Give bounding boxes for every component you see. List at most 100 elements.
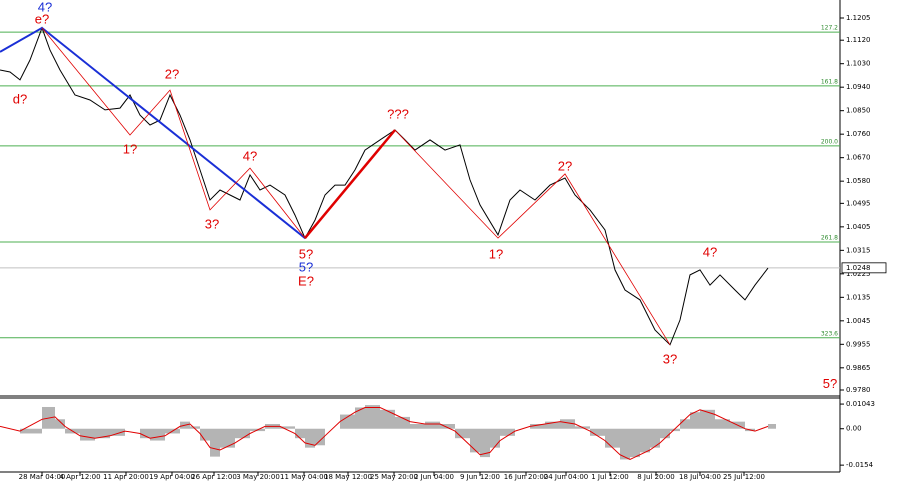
macd-bar: [650, 428, 660, 448]
wave-label: d?: [13, 91, 27, 106]
macd-bar: [55, 419, 65, 429]
macd-bar: [530, 424, 545, 429]
fib-label: 200.0: [821, 138, 838, 145]
macd-bar: [715, 419, 730, 429]
y-tick-label: 1.0045: [846, 317, 871, 325]
macd-bar: [690, 412, 700, 429]
macd-bar: [560, 419, 575, 429]
macd-bar: [380, 409, 395, 429]
wave-label: 5?: [823, 376, 837, 391]
wave-line: [304, 129, 396, 239]
wave-label: 4?: [243, 148, 257, 163]
macd-bar: [605, 428, 620, 448]
macd-bar: [140, 428, 150, 439]
fib-label: 261.8: [821, 234, 838, 241]
x-tick-label: 28 Mar 04:00: [19, 473, 66, 481]
y-tick-label: 1.0760: [846, 130, 871, 138]
wave-label: E?: [298, 273, 314, 288]
macd-bar: [295, 428, 305, 439]
macd-y-tick-label: -0.0154: [846, 461, 874, 469]
y-tick-label: 1.1030: [846, 60, 871, 68]
macd-bar: [700, 409, 715, 429]
fib-label: 161.8: [821, 78, 838, 85]
macd-bar: [440, 424, 455, 429]
y-tick-label: 0.9865: [846, 364, 871, 372]
macd-bar: [490, 428, 500, 448]
x-tick-label: 18 Jul 04:00: [679, 473, 721, 481]
wave-label: 3?: [663, 351, 677, 366]
x-tick-label: 8 Jul 20:00: [637, 473, 675, 481]
macd-bar: [620, 428, 630, 460]
macd-signal: [0, 407, 769, 461]
wave-line: [41, 27, 306, 239]
y-tick-label: 1.0850: [846, 107, 871, 115]
macd-bar: [80, 428, 95, 441]
macd-bar: [768, 424, 776, 429]
x-tick-label: 18 May 12:00: [324, 473, 372, 481]
x-tick-label: 11 Apr 20:00: [103, 473, 149, 481]
macd-bar: [210, 428, 220, 457]
x-tick-label: 11 May 04:00: [280, 473, 328, 481]
macd-bar: [660, 428, 670, 439]
wave-label: ???: [387, 106, 409, 121]
macd-bar: [670, 428, 680, 432]
x-tick-label: 3 May 20:00: [236, 473, 280, 481]
macd-bar: [200, 428, 210, 441]
macd-bar: [480, 428, 490, 458]
macd-bar: [545, 421, 560, 429]
wave-label: 2?: [558, 159, 572, 174]
y-tick-label: 1.0405: [846, 223, 871, 231]
wave-label: 4?: [38, 0, 52, 15]
macd-bar: [315, 428, 325, 446]
last-price-box: [841, 262, 887, 274]
y-tick-label: 1.0580: [846, 177, 871, 185]
macd-bar: [340, 414, 355, 429]
x-tick-label: 4 Apr 12:00: [59, 473, 100, 481]
macd-bar: [150, 428, 165, 441]
y-tick-label: 1.0940: [846, 83, 871, 91]
y-tick-label: 0.9780: [846, 386, 871, 394]
macd-bar: [630, 428, 640, 458]
macd-bar: [425, 421, 440, 429]
x-tick-label: 25 Jul 12:00: [723, 473, 765, 481]
wave-label: e?: [35, 12, 49, 27]
x-tick-label: 25 May 20:00: [370, 473, 418, 481]
macd-bar: [640, 428, 650, 453]
x-tick-label: 24 Jun 04:00: [544, 473, 588, 481]
macd-bar: [20, 428, 42, 434]
x-tick-label: 9 Jun 12:00: [460, 473, 500, 481]
macd-bar: [305, 428, 315, 448]
y-tick-label: 1.0225: [846, 270, 871, 278]
wave-label: 5?: [299, 246, 313, 261]
macd-bar: [680, 419, 690, 429]
fib-label: 127.2: [821, 25, 838, 32]
wave-line: [394, 129, 671, 346]
y-tick-label: 1.0135: [846, 293, 871, 301]
y-tick-label: 1.1120: [846, 36, 871, 44]
y-tick-label: 1.0315: [846, 246, 871, 254]
macd-bar: [455, 428, 470, 439]
x-tick-label: 2 Jun 04:00: [414, 473, 454, 481]
macd-bar: [280, 426, 295, 429]
x-tick-label: 19 Apr 04:00: [149, 473, 195, 481]
macd-y-tick-label: 0.00: [846, 425, 862, 433]
macd-bar: [410, 424, 425, 429]
wave-label: 3?: [205, 216, 219, 231]
macd-bar: [220, 428, 235, 448]
y-tick-label: 1.0495: [846, 199, 871, 207]
x-tick-label: 1 Jul 12:00: [591, 473, 629, 481]
macd-bar: [190, 426, 200, 429]
macd-bar: [110, 428, 125, 436]
macd-bar: [235, 428, 250, 439]
macd-bar: [395, 416, 410, 429]
wave-label: 2?: [165, 66, 179, 81]
macd-bar: [365, 405, 380, 429]
y-tick-label: 1.0670: [846, 154, 871, 162]
wave-label: 4?: [703, 244, 717, 259]
wave-label: 5?: [299, 260, 313, 275]
fib-label: 323.6: [821, 330, 838, 337]
x-tick-label: 26 Apr 12:00: [191, 473, 237, 481]
macd-bar: [590, 428, 605, 436]
